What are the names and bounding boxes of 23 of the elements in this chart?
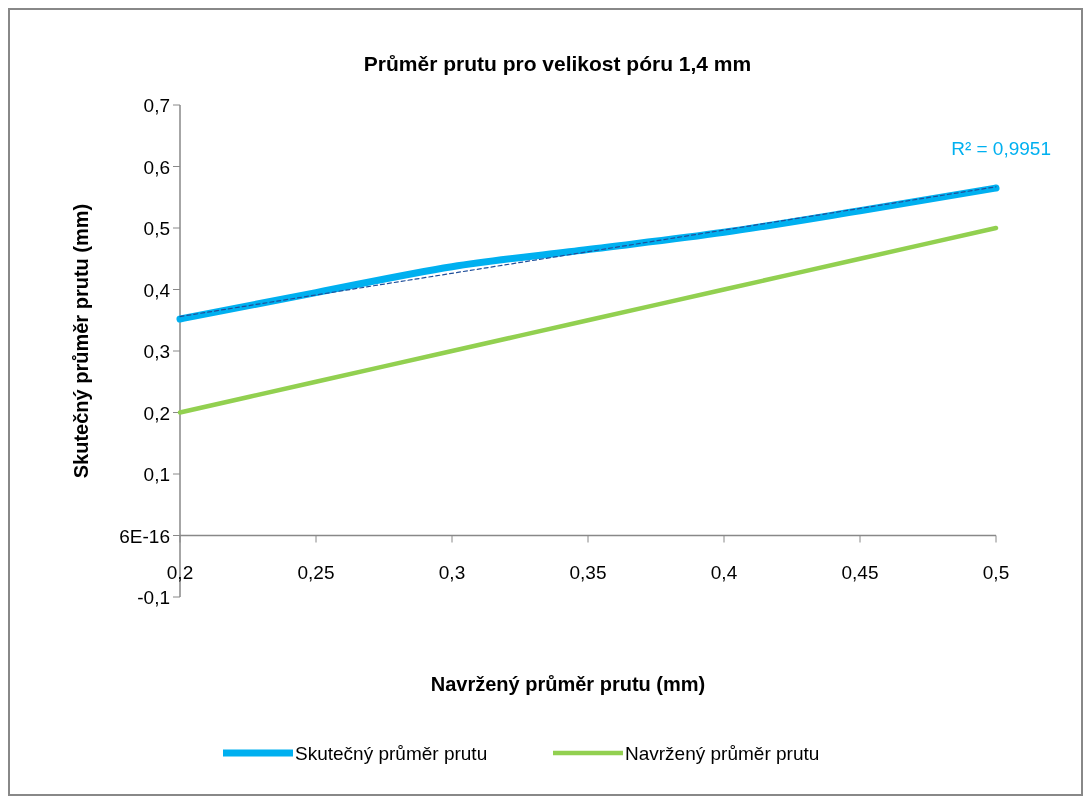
- x-axis-title: Navržený průměr prutu (mm): [430, 673, 706, 695]
- y-tick-label: 6E-16: [119, 525, 170, 547]
- y-tick-label: 0,7: [143, 95, 170, 116]
- x-tick-label: 0,3: [438, 561, 466, 583]
- y-tick-label: 0,1: [143, 464, 170, 485]
- y-tick-label: 0,3: [143, 341, 170, 362]
- legend-label: Navržený průměr prutu: [625, 743, 820, 764]
- y-tick-label: 0,6: [143, 156, 170, 178]
- line-series: [177, 225, 999, 415]
- x-tick-label: 0,35: [569, 561, 607, 583]
- annotation: R² = 0,9951: [951, 137, 1051, 159]
- y-tick-label: 0,4: [143, 279, 171, 301]
- x-tick-label: 0,25: [297, 561, 335, 583]
- y-tick-label: 0,5: [143, 218, 170, 239]
- x-tick-label: 0,4: [710, 561, 738, 583]
- legend-label: Skutečný průměr prutu: [295, 743, 488, 764]
- chart-title: Průměr prutu pro velikost póru 1,4 mm: [363, 52, 752, 75]
- y-axis-title: Skutečný průměr prutu (mm): [70, 203, 92, 479]
- x-tick-label: 0,45: [841, 561, 879, 583]
- y-tick-label: -0,1: [137, 587, 170, 608]
- x-tick-label: 0,2: [166, 561, 194, 583]
- x-tick-label: 0,5: [982, 561, 1010, 583]
- y-tick-label: 0,2: [143, 402, 170, 424]
